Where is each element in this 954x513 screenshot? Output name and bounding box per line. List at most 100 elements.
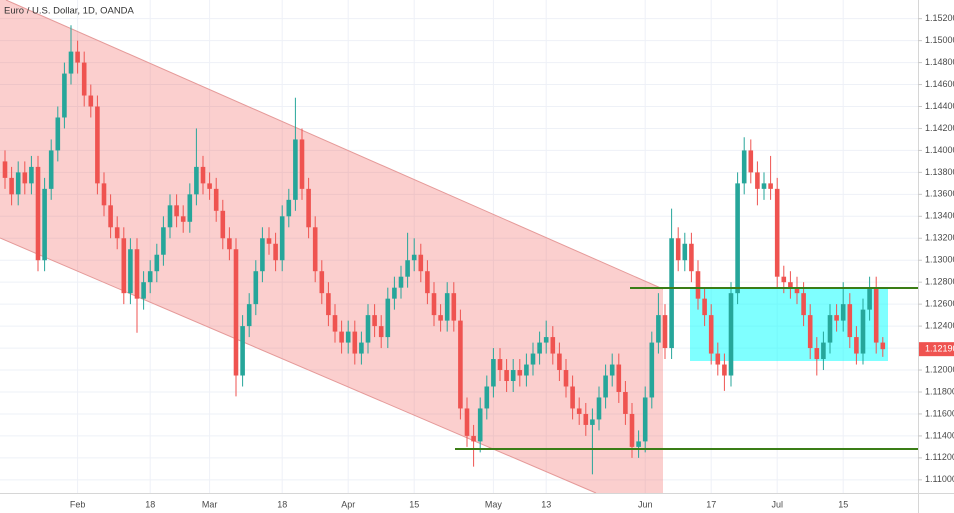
candle-body [392, 287, 397, 299]
candle-body [233, 249, 239, 376]
last-price-label: 1.12190 [925, 344, 954, 354]
candle-body [609, 364, 615, 376]
candle-body [728, 293, 734, 376]
candle-body [141, 282, 146, 299]
candle-body [200, 166, 206, 184]
candle-body [458, 320, 463, 409]
y-tick-label: 1.11800 [925, 386, 954, 396]
candle-body [385, 298, 391, 338]
candle-body [821, 342, 826, 360]
x-tick-label: 17 [706, 499, 716, 509]
channel-lower [0, 237, 597, 494]
candle-body [768, 183, 773, 189]
candle-body [220, 210, 226, 239]
last-price-box [919, 342, 954, 357]
candle-body [55, 117, 61, 151]
x-tick-label: 13 [541, 499, 551, 509]
candle-body [398, 276, 404, 288]
candle-body [563, 370, 569, 387]
candle-body [42, 188, 47, 261]
candle-body [194, 166, 199, 195]
x-tick-label: Apr [341, 499, 355, 509]
y-tick-label: 1.14200 [925, 123, 954, 133]
candle-body [596, 397, 602, 420]
candle-body [359, 342, 364, 354]
candle-body [266, 238, 272, 244]
candle-body [656, 315, 661, 343]
candle-body [557, 353, 562, 371]
candle-body [286, 199, 292, 217]
candle-body [854, 337, 859, 354]
candle-body [88, 95, 94, 107]
candle-body [35, 166, 41, 261]
candle-body [517, 370, 523, 376]
candle-body [471, 435, 476, 442]
candle-body [590, 419, 595, 425]
candle-body [616, 364, 622, 392]
candle-body [669, 238, 674, 349]
candle-body [352, 331, 358, 354]
y-tick-label: 1.15200 [925, 13, 954, 23]
candle-body [873, 287, 879, 343]
candle-body [438, 315, 443, 321]
candle-body [273, 243, 278, 261]
candle-body [794, 287, 800, 294]
candle-body [629, 413, 635, 447]
candle-body [702, 298, 707, 316]
candle-body [121, 238, 127, 294]
grid [0, 0, 918, 493]
candles [2, 25, 886, 475]
axis-labels: 1.11000 1.11200 1.11400 1.11600 1.11800 1.120… [70, 13, 954, 509]
x-tick-label: 15 [838, 499, 848, 509]
candle-body [801, 293, 806, 316]
candle-body [880, 342, 886, 350]
candle-body [147, 271, 153, 283]
candle-body [312, 227, 318, 272]
candle-body [715, 353, 721, 365]
candle-body [9, 177, 14, 195]
candle-body [411, 254, 417, 261]
candle-body [167, 205, 173, 228]
candle-body [279, 216, 285, 261]
candle-body [174, 205, 179, 217]
candle-body [253, 271, 259, 305]
y-tick-label: 1.14600 [925, 79, 954, 89]
y-tick-label: 1.12800 [925, 277, 954, 287]
candle-body [761, 183, 767, 189]
y-tick-label: 1.11400 [925, 430, 954, 440]
y-tick-label: 1.11000 [925, 474, 954, 484]
x-tick-label: 18 [145, 499, 155, 509]
channel-upper [5, 0, 664, 290]
candle-body [425, 271, 430, 294]
candle-body [187, 194, 193, 222]
candle-body [708, 315, 714, 354]
candle-body [530, 353, 536, 365]
candle-body [537, 342, 542, 354]
candle-body [154, 254, 160, 272]
x-tick-label: Feb [70, 499, 86, 509]
candle-body [603, 375, 608, 398]
candle-body [227, 238, 232, 250]
y-tick-label: 1.12400 [925, 320, 954, 330]
candle-body [444, 293, 450, 321]
y-tick-label: 1.11200 [925, 452, 954, 462]
candle-body [101, 183, 107, 206]
candle-body [293, 139, 298, 200]
candle-body [180, 216, 186, 222]
y-tick-label: 1.13800 [925, 167, 954, 177]
candle-body [748, 150, 754, 173]
candle-body [867, 287, 872, 310]
x-tick-label: Jun [638, 499, 653, 509]
candle-body [29, 166, 34, 184]
candle-body [48, 150, 54, 189]
candle-body [365, 315, 371, 343]
candle-body [807, 315, 813, 349]
candle-body [814, 348, 820, 360]
candle-body [451, 293, 457, 321]
x-tick-label: May [485, 499, 503, 509]
candle-body [213, 188, 219, 211]
candle-body [524, 364, 529, 376]
candle-body [405, 260, 410, 277]
y-tick-label: 1.14400 [925, 101, 954, 111]
candle-body [583, 413, 589, 425]
